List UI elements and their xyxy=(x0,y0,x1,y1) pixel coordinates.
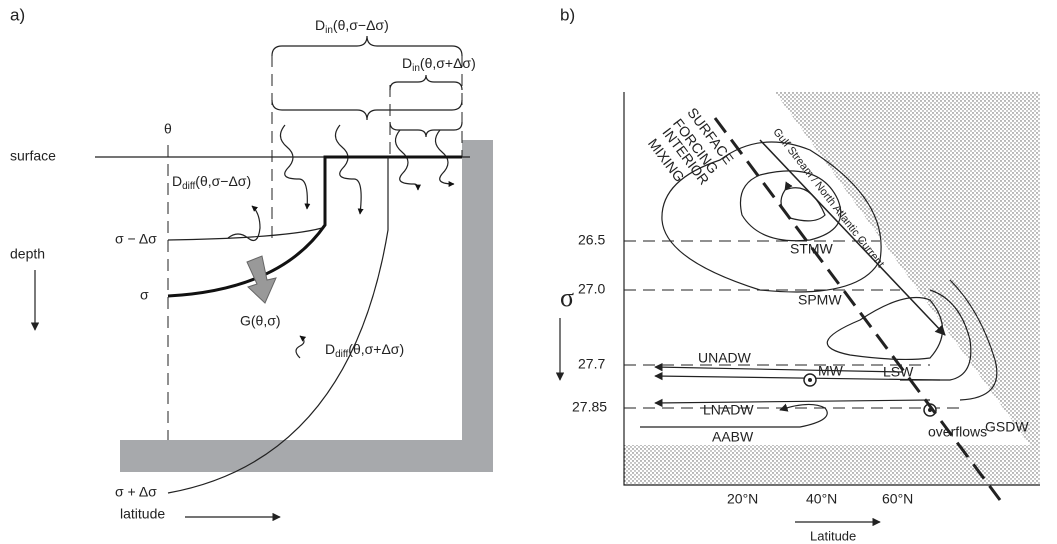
x-axis-label: Latitude xyxy=(810,528,856,543)
g-arrow xyxy=(246,255,277,304)
gyre-loop xyxy=(739,170,842,242)
diffusive-flux xyxy=(227,205,261,241)
panel-label: b) xyxy=(560,5,575,24)
label-sub: diff xyxy=(182,181,195,192)
tick-label: 60°N xyxy=(882,491,913,507)
flow-arrow xyxy=(640,403,828,428)
d-diff-label: Ddiff(θ,σ+Δσ) xyxy=(325,341,404,360)
latitude-label: latitude xyxy=(120,506,165,522)
label-part: D xyxy=(172,173,182,189)
tick-label: 27.85 xyxy=(572,399,607,415)
panel-a: a) surface θ Din(θ,σ−Δσ) Din(θ,σ+Δσ) dep… xyxy=(10,5,493,522)
sigma-label: σ xyxy=(140,287,149,303)
label-part: (θ,σ−Δσ) xyxy=(195,173,251,189)
flow-arrow xyxy=(654,371,941,381)
brace xyxy=(271,35,463,57)
panel-label: a) xyxy=(10,5,25,24)
label-part: D xyxy=(402,55,412,71)
brace xyxy=(389,74,463,91)
label-part: (θ,σ+Δσ) xyxy=(420,55,476,71)
stipple xyxy=(775,92,1030,445)
tick-label: 27.7 xyxy=(578,356,605,372)
sigma-label: σ + Δσ xyxy=(115,484,157,500)
label-sub: in xyxy=(325,25,333,36)
flow-arrow xyxy=(654,398,931,408)
water-mass: STMW xyxy=(790,241,834,257)
diffusive-flux xyxy=(295,335,307,359)
label-sub: in xyxy=(412,63,420,74)
flow-path xyxy=(949,279,998,401)
surface-fluxes xyxy=(279,124,455,215)
brace xyxy=(271,99,463,121)
surface-label: surface xyxy=(10,148,56,164)
panel-b: b) σ 26.5 27.0 27.7 27.85 20°N 40°N 60°N… xyxy=(555,5,1040,543)
gulf-stream xyxy=(759,139,946,336)
label-part: (θ,σ−Δσ) xyxy=(333,17,389,33)
water-mass: LSW xyxy=(883,364,914,380)
isopycnal xyxy=(167,227,323,241)
sigma-axis-label: σ xyxy=(560,283,574,312)
axes xyxy=(623,92,1040,486)
source xyxy=(808,378,812,382)
tick-label: 20°N xyxy=(727,491,758,507)
water-mass: LNADW xyxy=(703,402,754,418)
theta-label: θ xyxy=(164,121,172,137)
label-part: (θ,σ+Δσ) xyxy=(348,341,404,357)
d-in-label: Din(θ,σ−Δσ) xyxy=(315,17,389,36)
tick-label: 26.5 xyxy=(578,232,605,248)
isopycnal xyxy=(167,157,389,494)
flow-arrow xyxy=(654,362,903,373)
d-diff-label: Ddiff(θ,σ−Δσ) xyxy=(172,173,251,192)
gyre-loop xyxy=(661,141,882,293)
water-mass: MW xyxy=(818,363,844,379)
water-mass: SPMW xyxy=(798,292,842,308)
depth-label: depth xyxy=(10,246,45,262)
label-part: D xyxy=(325,341,335,357)
sigma-label: σ − Δσ xyxy=(115,231,157,247)
tick-label: 27.0 xyxy=(578,281,605,297)
water-mass: UNADW xyxy=(698,350,752,366)
label-part: D xyxy=(315,17,325,33)
water-mass: overflows xyxy=(928,424,987,440)
gyre-loop xyxy=(826,296,943,361)
water-mass: AABW xyxy=(712,429,754,445)
stipple xyxy=(624,445,1040,485)
d-in-label: Din(θ,σ+Δσ) xyxy=(402,55,476,74)
tick-label: 40°N xyxy=(806,491,837,507)
isopycnal-bold xyxy=(167,155,462,298)
label-sub: diff xyxy=(335,349,348,360)
sigma-ticks: 26.5 27.0 27.7 27.85 xyxy=(572,232,960,415)
water-mass: GSDW xyxy=(985,419,1029,435)
flow-path xyxy=(900,289,972,381)
brace xyxy=(389,121,463,138)
g-label: G(θ,σ) xyxy=(240,313,281,329)
